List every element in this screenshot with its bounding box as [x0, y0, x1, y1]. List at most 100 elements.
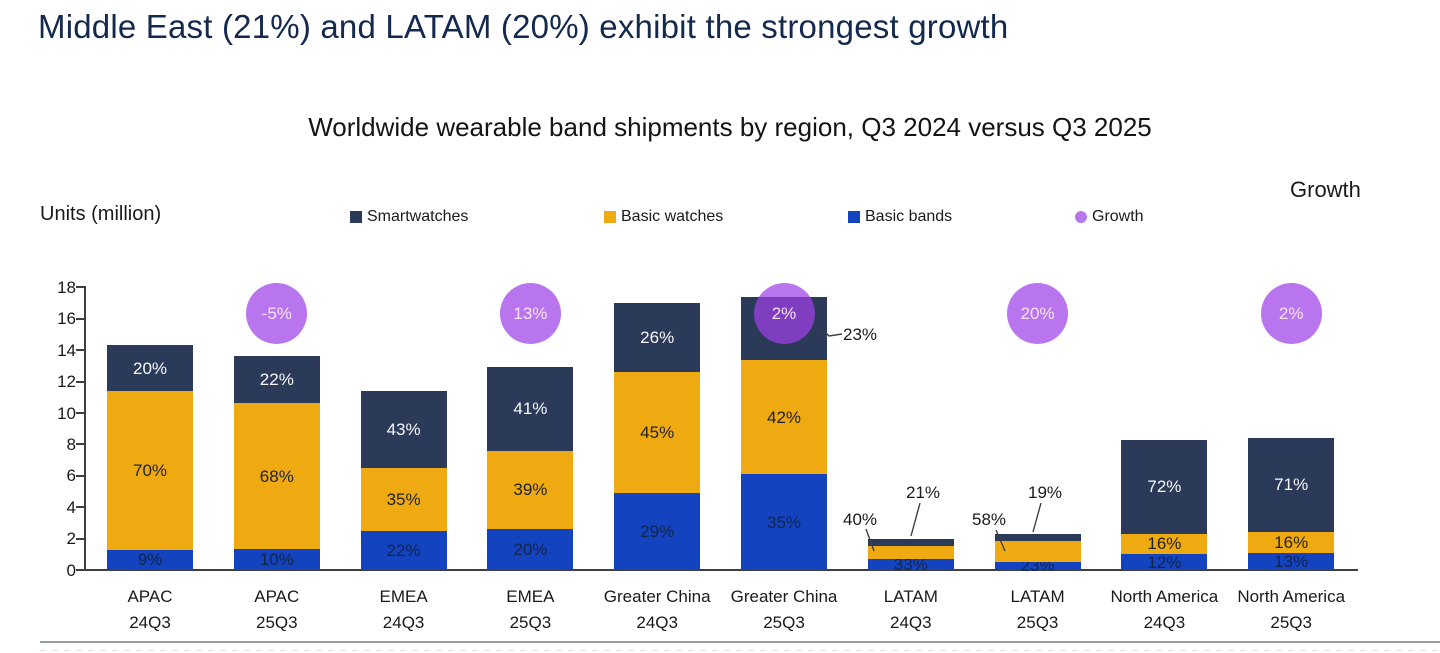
bar-segment-north-america-25q3-bands: 13%: [1248, 552, 1335, 570]
growth-bubble-apac-25q3: -5%: [246, 282, 308, 344]
bar-segment-label: 72%: [1147, 477, 1182, 497]
bar-segment-label: 22%: [386, 540, 421, 560]
category-quarter: 25Q3: [1016, 612, 1059, 632]
category-quarter: 25Q3: [256, 612, 298, 632]
bar-segment-emea-24q3-bands: 22%: [360, 530, 447, 570]
bar-segment-latam-24q3-smart: [867, 538, 954, 546]
bar-segment-north-america-24q3-smart: 72%: [1121, 439, 1208, 534]
bar-segment-apac-24q3-smart: 20%: [107, 345, 193, 391]
bar-segment-label: 20%: [132, 358, 168, 378]
y-axis-tick-mark: [76, 569, 84, 571]
bar-segment-label: 35%: [766, 512, 802, 532]
bar-segment-latam-25q3-bands: 23%: [994, 557, 1081, 574]
category-quarter: 24Q3: [129, 612, 171, 632]
bar-segment-apac-25q3-bands: 10%: [233, 548, 320, 570]
bar-segment-emea-25q3-watches: 39%: [487, 450, 574, 530]
bar-segment-label: 10%: [259, 549, 294, 569]
legend-label-watches: Basic watches: [621, 208, 724, 225]
y-axis-tick-mark: [76, 537, 84, 540]
x-axis-category-label: APAC 25Q3: [207, 584, 347, 635]
legend-marker-smart-square-icon: [350, 211, 362, 223]
units-axis-label: Units (million): [40, 203, 162, 225]
bar-segment-label: 20%: [513, 540, 548, 560]
bar-segment-north-america-24q3-watches: 16%: [1121, 533, 1208, 555]
legend-item-smart: Smartwatches: [350, 207, 468, 227]
bar-segment-label: 16%: [1147, 534, 1182, 554]
legend-label-smart: Smartwatches: [367, 208, 469, 225]
x-axis-category-label: LATAM 25Q3: [968, 584, 1108, 635]
y-axis-tick-mark: [76, 286, 84, 289]
x-axis-category-label: EMEA 25Q3: [460, 584, 600, 635]
y-axis-tick-mark: [76, 380, 84, 383]
x-axis-category-label: APAC 24Q3: [80, 584, 220, 635]
y-axis-tick-label: 2: [66, 529, 76, 549]
y-axis-tick-label: 12: [57, 372, 76, 392]
bar-segment-latam-24q3-watches: [867, 545, 954, 559]
footer-divider-dashes: [40, 650, 1440, 651]
y-axis-tick-mark: [76, 317, 84, 320]
legend-marker-growth-circle-icon: [1075, 211, 1087, 223]
callout-label-latam-24q3-watches: 40%: [842, 510, 878, 529]
legend-item-watches: Basic watches: [604, 207, 723, 227]
category-region: North America: [1110, 587, 1219, 606]
bar-segment-label: 26%: [640, 328, 675, 348]
bar-segment-emea-24q3-smart: 43%: [360, 391, 447, 468]
legend-marker-watches-square-icon: [604, 211, 616, 223]
growth-bubble-label: 2%: [1278, 303, 1304, 323]
bar-segment-north-america-24q3-bands: 12%: [1121, 554, 1208, 571]
chart-title: Worldwide wearable band shipments by reg…: [308, 112, 1152, 142]
category-region: Greater China: [730, 587, 838, 606]
growth-bubble-label: -5%: [261, 303, 292, 323]
y-axis-tick-label: 8: [66, 434, 76, 454]
bar-segment-label: 35%: [386, 489, 421, 509]
category-quarter: 24Q3: [890, 612, 932, 632]
bar-segment-greater-china-25q3-watches: 42%: [741, 359, 827, 475]
callout-leader-line: [1032, 502, 1042, 533]
growth-bubble-greater-china-25q3: 2%: [753, 282, 815, 344]
category-region: EMEA: [506, 587, 555, 606]
growth-axis-label: Growth: [1290, 177, 1361, 202]
y-axis-tick-label: 10: [57, 403, 76, 423]
footer-divider: [40, 641, 1440, 643]
bar-segment-greater-china-25q3-bands: 35%: [741, 474, 827, 570]
bar-segment-label: 71%: [1274, 475, 1309, 495]
x-axis-category-label: Greater China 25Q3: [714, 584, 854, 635]
bar-segment-label: 41%: [513, 399, 548, 419]
bar-segment-emea-24q3-watches: 35%: [360, 467, 447, 531]
category-region: LATAM: [1010, 587, 1065, 606]
bar-segment-north-america-25q3-smart: 71%: [1248, 438, 1335, 532]
growth-bubble-label: 20%: [1020, 303, 1055, 323]
x-axis-category-label: EMEA 24Q3: [334, 584, 474, 635]
category-region: North America: [1237, 587, 1346, 606]
growth-bubble-label: 13%: [513, 303, 548, 323]
legend-label-growth: Growth: [1092, 208, 1144, 225]
y-axis-tick-label: 4: [66, 497, 76, 517]
bar-segment-label: 39%: [513, 480, 548, 500]
legend-label-bands: Basic bands: [865, 208, 953, 225]
y-axis-tick-label: 0: [66, 560, 76, 580]
growth-bubble-emea-25q3: 13%: [499, 282, 561, 344]
bar-segment-label: 29%: [640, 521, 675, 541]
x-axis-category-label: LATAM 24Q3: [841, 584, 981, 635]
callout-label-greater-china-25q3-smart: 23%: [842, 325, 878, 344]
bar-segment-label: 70%: [132, 460, 168, 480]
growth-bubble-latam-25q3: 20%: [1007, 282, 1069, 344]
page-title: Middle East (21%) and LATAM (20%) exhibi…: [38, 8, 1009, 45]
y-axis-tick-label: 14: [57, 340, 76, 360]
callout-leader-line: [910, 502, 921, 537]
x-axis-category-label: Greater China 24Q3: [587, 584, 727, 635]
callout-label-latam-25q3-watches: 58%: [971, 510, 1007, 529]
category-quarter: 25Q3: [763, 612, 805, 632]
bar-segment-apac-25q3-smart: 22%: [233, 356, 320, 404]
y-axis-tick-label: 6: [66, 466, 76, 486]
y-axis-tick-mark: [76, 412, 84, 414]
bar-segment-latam-25q3-watches: [994, 540, 1081, 562]
y-axis-line: [84, 286, 86, 570]
bar-segment-label: 43%: [386, 419, 421, 439]
bar-segment-label: 9%: [137, 550, 163, 570]
category-region: APAC: [254, 587, 300, 606]
category-quarter: 25Q3: [1270, 612, 1312, 632]
category-region: Greater China: [603, 587, 711, 606]
